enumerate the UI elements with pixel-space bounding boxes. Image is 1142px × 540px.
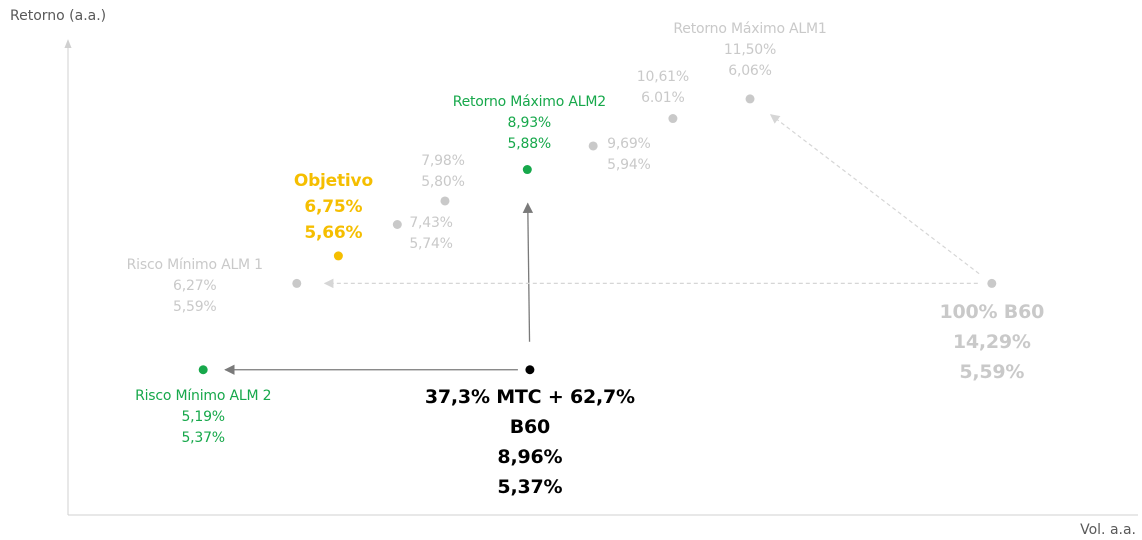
point-label: Risco Mínimo ALM 1 6,27% 5,59% bbox=[75, 255, 315, 318]
point-label: 7,98% 5,80% bbox=[323, 151, 563, 193]
x-value-label: 6,27% bbox=[173, 278, 217, 295]
point-name: 37,3% MTC + 62,7% B60 bbox=[424, 385, 635, 438]
y-value-label: 5,37% bbox=[181, 429, 225, 446]
point bbox=[522, 165, 532, 175]
x-value-label: 7,43% bbox=[409, 214, 453, 231]
point-name: Retorno Máximo ALM1 bbox=[673, 20, 827, 37]
point-name: Risco Mínimo ALM 2 bbox=[135, 387, 272, 404]
point-label: 10,61% 6.01% bbox=[543, 67, 783, 109]
x-value-label: 9,69% bbox=[607, 135, 651, 152]
y-value-label: 5,94% bbox=[607, 156, 651, 173]
point bbox=[987, 278, 997, 288]
point bbox=[333, 251, 343, 261]
x-value-label: 6,75% bbox=[304, 196, 363, 217]
y-axis-title: Retorno (a.a.) bbox=[10, 8, 107, 24]
point-label: Retorno Máximo ALM1 11,50% 6,06% bbox=[630, 19, 870, 82]
point-label: 7,43% 5,74% bbox=[409, 213, 453, 255]
y-value-label: 5,59% bbox=[173, 299, 217, 316]
y-value-label: 6,06% bbox=[728, 62, 772, 79]
point bbox=[668, 114, 678, 124]
point-name: 100% B60 bbox=[939, 301, 1045, 324]
arrow bbox=[769, 114, 980, 275]
point bbox=[292, 278, 302, 288]
point bbox=[588, 141, 598, 151]
point bbox=[525, 365, 535, 375]
point bbox=[440, 196, 450, 206]
y-value-label: 5,66% bbox=[304, 222, 363, 243]
arrow bbox=[522, 202, 534, 342]
point-name: Retorno Máximo ALM2 bbox=[452, 93, 606, 110]
x-value-label: 7,98% bbox=[421, 152, 465, 169]
x-value-label: 11,50% bbox=[723, 41, 777, 58]
point-label: Retorno Máximo ALM2 8,93% 5,88% bbox=[409, 92, 649, 155]
point bbox=[745, 94, 755, 104]
y-value-label: 5,37% bbox=[497, 475, 563, 498]
point-label: Objetivo 6,75% 5,66% bbox=[213, 168, 453, 246]
point-label: 100% B60 14,29% 5,59% bbox=[867, 297, 1117, 387]
x-value-label: 8,96% bbox=[497, 445, 563, 468]
x-value-label: 5,19% bbox=[181, 408, 225, 425]
x-axis-title: Vol. a.a. bbox=[1080, 522, 1136, 538]
x-value-label: 10,61% bbox=[636, 68, 689, 85]
point-name: Objetivo bbox=[293, 170, 373, 191]
point-label: 9,69% 5,94% bbox=[607, 134, 651, 176]
point bbox=[198, 365, 208, 375]
point-name: Risco Mínimo ALM 1 bbox=[126, 257, 263, 274]
x-value-label: 8,93% bbox=[507, 114, 552, 131]
y-value-label: 5,88% bbox=[507, 135, 552, 152]
y-value-label: 6.01% bbox=[641, 89, 685, 106]
point-label: Risco Mínimo ALM 2 5,19% 5,37% bbox=[83, 386, 323, 449]
y-value-label: 5,59% bbox=[959, 361, 1025, 384]
y-value-label: 5,80% bbox=[421, 173, 465, 190]
x-value-label: 14,29% bbox=[952, 331, 1031, 354]
point-label: 37,3% MTC + 62,7% B60 8,96% 5,37% bbox=[405, 382, 655, 502]
point bbox=[392, 220, 402, 230]
y-value-label: 5,74% bbox=[409, 235, 453, 252]
